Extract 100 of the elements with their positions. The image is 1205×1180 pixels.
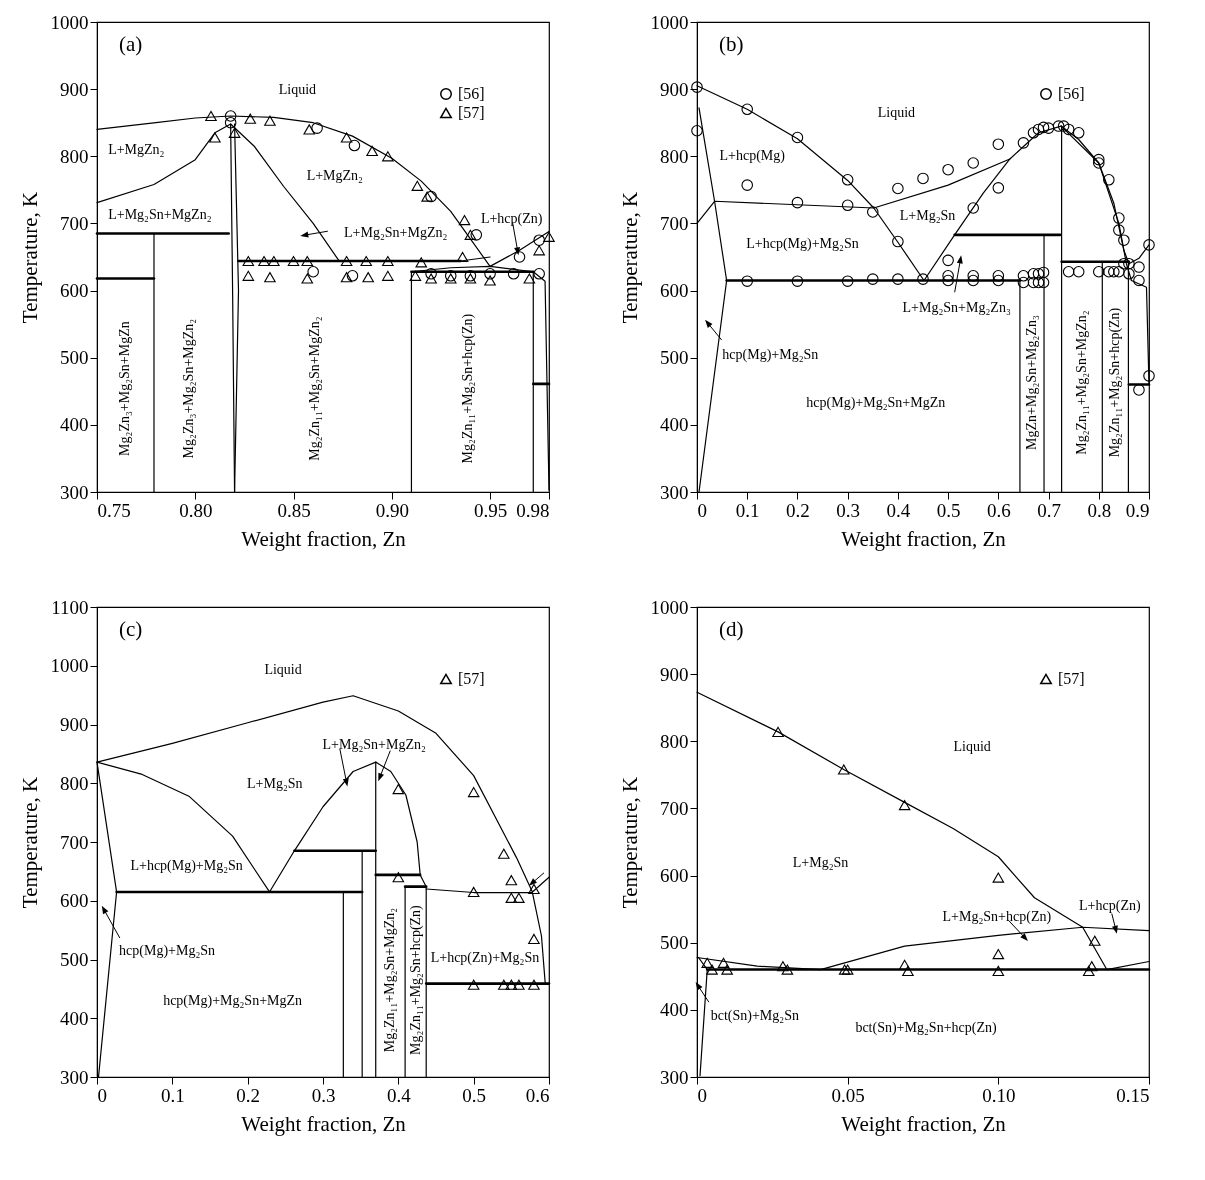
x-tick-label: 0.98 [516, 499, 550, 521]
annotation: Mg₂Zn₃+Mg₂Sn+MgZn₂ [181, 318, 197, 459]
annotation: (b) [719, 32, 744, 56]
y-tick-label: 1000 [50, 655, 89, 677]
y-tick-label: 900 [660, 663, 689, 685]
x-tick-label: 0.3 [836, 499, 861, 521]
annotation: L+Mg₂Sn+MgZn₂ [322, 737, 427, 753]
annotation: L+Mg₂Sn+hcp(Zn) [942, 908, 1052, 925]
y-tick-label: 300 [660, 481, 689, 503]
legend-label: [56] [1058, 85, 1085, 102]
y-tick-label: 1100 [51, 596, 89, 618]
annotation: hcp(Mg)+Mg₂Sn+MgZn [163, 992, 303, 1009]
annotation: MgZn+Mg₂Sn+Mg₂Zn₃ [1023, 315, 1039, 450]
annotation: L+Mg₂Sn [899, 208, 956, 224]
x-tick-label: 0.10 [982, 1084, 1016, 1106]
annotation: (c) [119, 617, 143, 641]
x-tick-label: 0 [697, 1084, 707, 1106]
x-tick-label: 0.2 [236, 1084, 261, 1106]
x-tick-label: 0.5 [462, 1084, 487, 1106]
annotation: Mg₂Zn₁₁+Mg₂Sn+MgZn₂ [307, 316, 323, 461]
x-axis-title: Weight fraction, Zn [241, 1111, 407, 1136]
x-axis-title: Weight fraction, Zn [841, 526, 1007, 551]
annotation: Liquid [877, 105, 916, 121]
y-tick-label: 700 [660, 212, 689, 234]
y-tick-label: 500 [660, 347, 689, 369]
y-tick-label: 700 [660, 797, 689, 819]
annotation: (d) [719, 617, 744, 641]
x-tick-label: 0.4 [886, 499, 911, 521]
y-tick-label: 500 [660, 932, 689, 954]
x-tick-label: 0.9 [1125, 499, 1150, 521]
y-tick-label: 800 [60, 772, 89, 794]
y-tick-label: 1000 [650, 11, 689, 33]
y-tick-label: 300 [60, 481, 89, 503]
y-tick-label: 700 [60, 212, 89, 234]
annotation: L+Mg₂Sn+MgZn₂ [344, 224, 448, 240]
annotation: Mg₂Zn₁₁+Mg₂Sn+hcp(Zn) [1107, 307, 1124, 458]
y-tick-label: 300 [60, 1066, 89, 1088]
annotation: L+Mg₂Sn [247, 776, 303, 792]
legend-label: [57] [458, 104, 485, 121]
y-tick-label: 600 [60, 280, 89, 302]
annotation: bct(Sn)+Mg₂Sn+hcp(Zn) [855, 1019, 997, 1036]
x-tick-label: 0 [97, 1084, 107, 1106]
x-tick-label: 0.6 [525, 1084, 550, 1106]
annotation: Liquid [953, 739, 991, 755]
x-tick-label: 0.85 [277, 499, 311, 521]
y-tick-label: 900 [60, 714, 89, 735]
annotation: L+hcp(Mg)+Mg₂Sn [130, 858, 243, 875]
annotation: Mg₂Zn₃+Mg₂Sn+MgZn [116, 321, 132, 456]
annotation: Mg₂Zn₁₁+Mg₂Sn+MgZn₂ [382, 907, 398, 1053]
x-tick-label: 0.6 [986, 499, 1011, 521]
x-tick-label: 0.95 [473, 499, 508, 521]
annotation: hcp(Mg)+Mg₂Sn+MgZn [806, 394, 946, 411]
y-tick-label: 800 [660, 145, 689, 167]
x-tick-label: 0.2 [786, 499, 810, 521]
y-axis-title: Temperature, K [17, 776, 42, 909]
annotation: L+hcp(Mg)+Mg₂Sn [746, 235, 859, 252]
y-tick-label: 600 [660, 865, 689, 887]
annotation: L+Mg₂Sn+Mg₂Zn₃ [902, 300, 1011, 316]
x-axis-title: Weight fraction, Zn [841, 1111, 1007, 1136]
x-tick-label: 0.3 [311, 1084, 336, 1106]
annotation: Mg₂Zn₁₁+Mg₂Sn+hcp(Zn) [407, 904, 424, 1055]
annotation: L+Mg₂Sn+MgZn₂ [108, 207, 212, 223]
annotation: L+hcp(Zn) [1079, 898, 1141, 915]
annotation: (a) [119, 32, 143, 56]
x-tick-label: 0.90 [375, 499, 409, 521]
y-tick-label: 300 [660, 1066, 689, 1088]
annotation: Liquid [278, 81, 317, 97]
x-tick-label: 0.4 [386, 1084, 412, 1106]
y-tick-label: 600 [60, 890, 89, 912]
x-axis-title: Weight fraction, Zn [241, 526, 407, 551]
y-tick-label: 400 [660, 999, 689, 1021]
annotation: L+MgZn₂ [306, 168, 364, 184]
annotation: L+hcp(Zn) [480, 210, 543, 227]
y-axis-title: Temperature, K [617, 191, 642, 324]
annotation: L+hcp(Mg) [719, 147, 786, 164]
y-tick-label: 400 [60, 1007, 89, 1029]
y-axis-title: Temperature, K [17, 191, 42, 324]
annotation: L+MgZn₂ [108, 141, 165, 157]
x-tick-label: 0.5 [936, 499, 961, 521]
x-tick-label: 0.15 [1116, 1084, 1150, 1106]
legend-label: [56] [458, 85, 485, 102]
x-tick-label: 0.8 [1087, 499, 1112, 521]
annotation: Mg₂Zn₁₁+Mg₂Sn+hcp(Zn) [460, 313, 477, 464]
x-tick-label: 0.05 [831, 1084, 865, 1106]
annotation: L+Mg₂Sn [792, 855, 849, 871]
y-tick-label: 800 [60, 145, 89, 167]
y-tick-label: 400 [660, 414, 689, 436]
y-tick-label: 600 [660, 280, 689, 302]
y-tick-label: 500 [60, 347, 89, 369]
x-tick-label: 0.80 [179, 499, 213, 521]
x-tick-label: 0.75 [97, 499, 131, 521]
y-tick-label: 900 [60, 78, 89, 100]
y-tick-label: 700 [60, 831, 89, 853]
y-tick-label: 500 [60, 949, 89, 970]
y-tick-label: 800 [660, 730, 689, 752]
y-tick-label: 400 [60, 414, 89, 436]
y-tick-label: 1000 [650, 596, 689, 618]
x-tick-label: 0.1 [160, 1084, 185, 1106]
x-tick-label: 0 [697, 499, 707, 521]
annotation: hcp(Mg)+Mg₂Sn [119, 943, 216, 960]
